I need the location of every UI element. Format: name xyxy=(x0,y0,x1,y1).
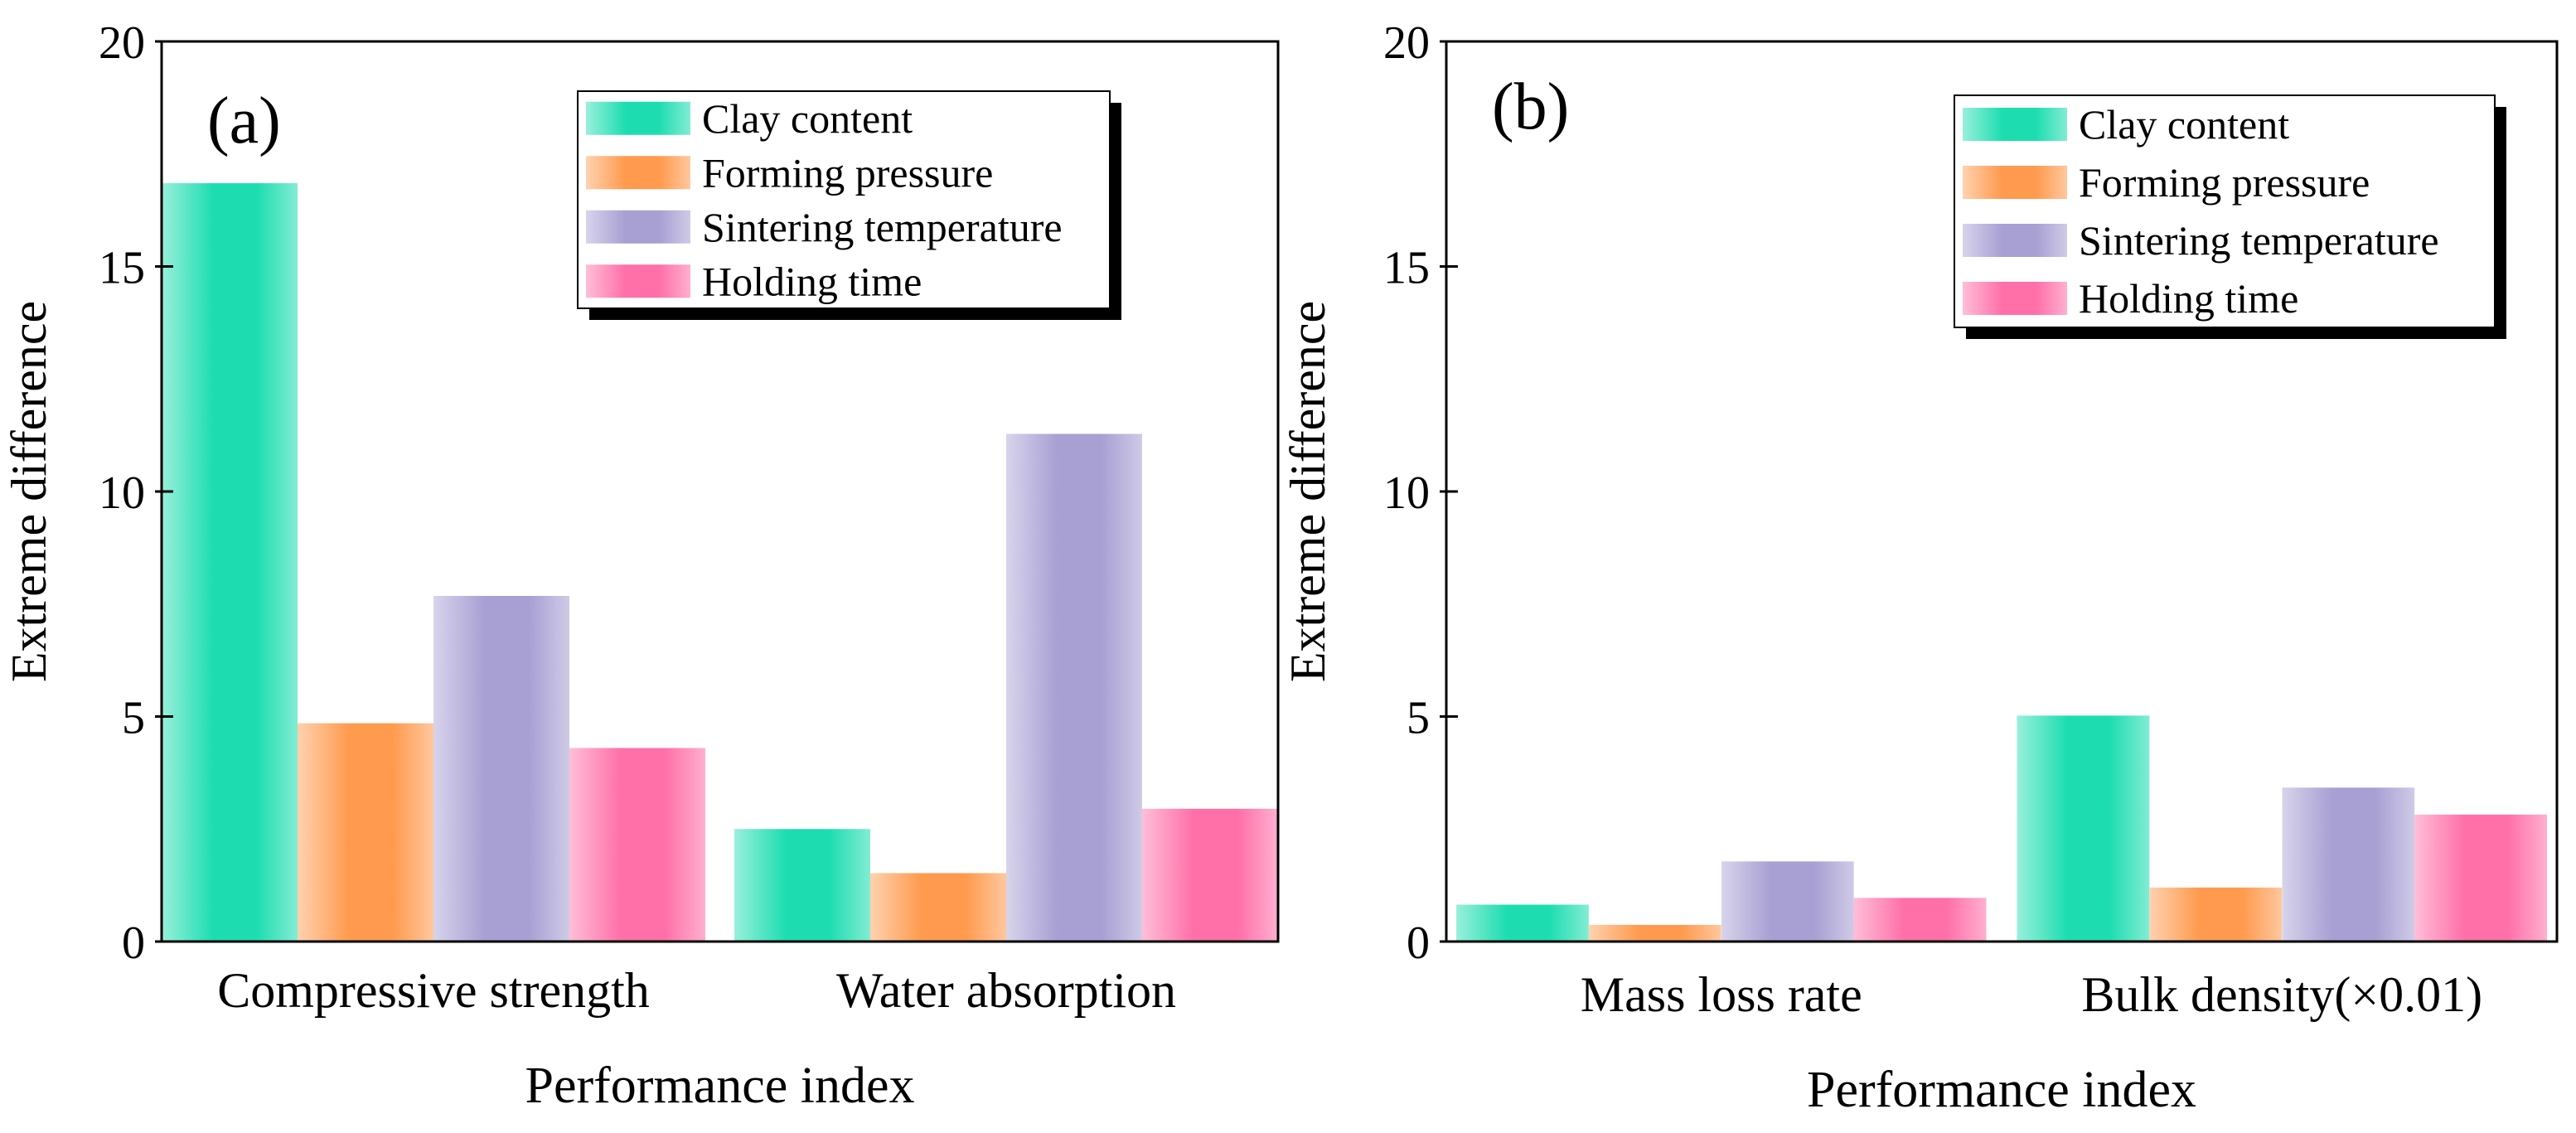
bar-holding-1 xyxy=(2414,814,2548,942)
bar-clay-0 xyxy=(162,183,298,942)
y-axis-label: Extreme difference xyxy=(2,301,56,682)
y-tick-label: 15 xyxy=(99,243,145,294)
x-axis-label: Performance index xyxy=(525,1058,915,1114)
bar-holding-0 xyxy=(569,748,705,942)
legend-label-holding: Holding time xyxy=(2079,275,2298,322)
bar-pressure-0 xyxy=(1588,924,1721,942)
bar-pressure-1 xyxy=(870,873,1006,942)
y-tick-label: 15 xyxy=(1383,243,1430,294)
panel-label: (a) xyxy=(207,85,281,157)
bar-clay-1 xyxy=(2017,715,2150,942)
panel-b: 0 5 10 15 20 Mass loss rate Bulk density(×0.01… xyxy=(1281,17,2559,1118)
y-tick-label: 5 xyxy=(122,693,145,744)
bar-sintering-1 xyxy=(1006,433,1142,942)
bar-sintering-0 xyxy=(1721,861,1854,942)
y-tick-label: 10 xyxy=(99,467,145,519)
bar-clay-1 xyxy=(734,829,870,942)
legend-swatch-holding xyxy=(1963,282,2067,315)
legend-swatch-sintering xyxy=(586,210,690,244)
legend: Clay content Forming pressure Sintering te… xyxy=(577,90,1121,320)
bar-holding-1 xyxy=(1142,808,1278,942)
y-tick-label: 0 xyxy=(1407,918,1430,969)
bar-clay-0 xyxy=(1456,904,1589,942)
legend-label-pressure: Forming pressure xyxy=(702,149,993,196)
panel-a: 0 5 10 15 20 Compressive strength Water absorp… xyxy=(2,17,1280,1114)
y-axis-label: Extreme difference xyxy=(1281,301,1335,682)
legend-swatch-clay xyxy=(1963,108,2067,141)
y-tick-label: 10 xyxy=(1383,467,1430,519)
x-category-label: Water absorption xyxy=(836,963,1176,1018)
legend-swatch-clay xyxy=(586,101,690,135)
legend-swatch-pressure xyxy=(586,156,690,190)
legend-label-sintering: Sintering temperature xyxy=(2079,217,2439,264)
bar-pressure-0 xyxy=(298,723,433,942)
legend-swatch-pressure xyxy=(1963,166,2067,199)
bar-sintering-0 xyxy=(433,595,569,942)
y-tick-label: 0 xyxy=(122,918,145,969)
legend-label-sintering: Sintering temperature xyxy=(702,204,1063,250)
legend-swatch-holding xyxy=(586,264,690,298)
legend-label-clay: Clay content xyxy=(2079,101,2289,148)
x-category-label: Mass loss rate xyxy=(1581,967,1862,1022)
panel-label: (b) xyxy=(1492,70,1569,143)
y-tick-label: 20 xyxy=(1383,17,1430,69)
legend-label-clay: Clay content xyxy=(702,95,913,142)
legend-label-holding: Holding time xyxy=(702,258,922,304)
x-category-label: Compressive strength xyxy=(217,963,650,1018)
y-tick-label: 5 xyxy=(1407,693,1430,744)
legend: Clay content Forming pressure Sintering te… xyxy=(1954,94,2506,339)
bar-sintering-1 xyxy=(2282,787,2415,942)
y-tick-label: 20 xyxy=(99,17,145,69)
bar-pressure-1 xyxy=(2149,887,2283,942)
x-axis-label: Performance index xyxy=(1807,1062,2196,1118)
bar-holding-0 xyxy=(1853,898,1987,942)
legend-swatch-sintering xyxy=(1963,224,2067,257)
legend-label-pressure: Forming pressure xyxy=(2079,159,2370,206)
x-category-label: Bulk density(×0.01) xyxy=(2081,967,2482,1022)
